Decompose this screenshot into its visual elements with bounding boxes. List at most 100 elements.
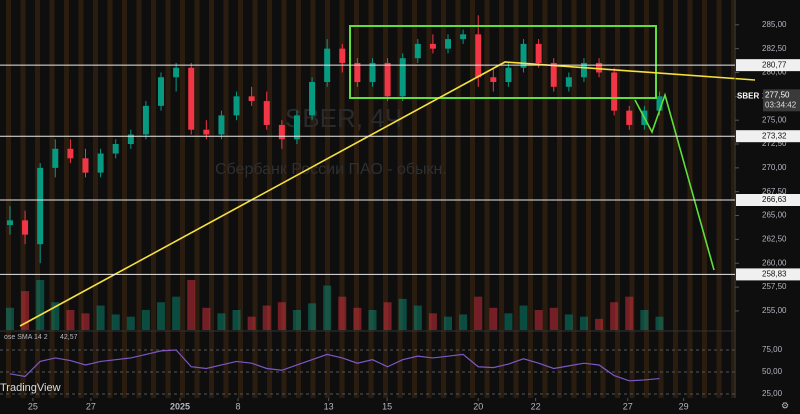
session-stripe [238, 0, 243, 398]
session-stripe [78, 0, 84, 398]
x-tick-label: 22 [531, 401, 541, 411]
session-stripe [658, 0, 664, 398]
volume-bar [353, 307, 362, 330]
session-stripe [412, 0, 417, 398]
volume-bar [247, 316, 256, 330]
session-stripe [339, 0, 345, 398]
candle-body [67, 148, 74, 159]
level-label: 273,32 [762, 131, 787, 140]
last-price-label: 277,50 [765, 90, 790, 99]
candle-body [565, 77, 572, 87]
session-stripe [702, 0, 707, 398]
candle-body [248, 96, 255, 102]
volume-bar [21, 291, 30, 330]
candle-body [354, 62, 361, 83]
candle-body [369, 62, 376, 83]
candle-body [52, 148, 59, 168]
volume-bar [368, 310, 377, 330]
candle-body [429, 43, 436, 49]
session-stripe [310, 0, 316, 398]
volume-bar [579, 316, 588, 330]
candle-body [339, 48, 346, 63]
session-stripe [731, 0, 736, 398]
volume-bar [187, 280, 196, 330]
volume-bar [444, 316, 453, 330]
settings-icon[interactable]: ⚙ [781, 400, 789, 410]
session-stripe [615, 0, 620, 398]
background [6, 0, 736, 398]
volume-bar [5, 307, 14, 330]
session-stripe [513, 0, 519, 398]
session-stripe [325, 0, 330, 398]
session-stripe [194, 0, 200, 398]
price-box [763, 89, 800, 112]
session-stripe [151, 0, 156, 398]
volume-bar [157, 302, 166, 330]
candle-body [535, 43, 542, 63]
session-stripe [281, 0, 287, 398]
level-label: 266,63 [762, 195, 787, 204]
volume-bar [640, 310, 649, 330]
volume-bar [655, 316, 664, 330]
session-stripe [600, 0, 606, 398]
level-box [736, 59, 800, 72]
y-tick-label: 257,50 [762, 282, 787, 291]
volume-bar [474, 296, 483, 330]
session-stripe [470, 0, 475, 398]
y-tick-label: 260,00 [762, 258, 787, 267]
volume-bar [504, 313, 513, 330]
candle-body [142, 105, 149, 135]
candle-body [520, 43, 527, 68]
candle-body [112, 144, 119, 154]
volume-bar [217, 313, 226, 330]
candle-body [278, 124, 285, 140]
volume-bar [398, 298, 407, 330]
y-tick-label: 255,00 [762, 306, 787, 315]
session-stripe [644, 0, 649, 398]
candle-body [158, 77, 165, 106]
plot [5, 15, 664, 330]
volume-bar [338, 296, 347, 330]
y-tick-label: 282,50 [762, 44, 787, 53]
volume-bar [141, 310, 150, 330]
volume-bar [232, 310, 241, 330]
x-tick-label: 13 [324, 401, 334, 411]
candle-body [188, 67, 195, 130]
y-tick-label: 262,50 [762, 235, 787, 244]
candle-body [611, 72, 618, 111]
session-stripe [687, 0, 693, 398]
watermark-description: Сбербанк России ПАО - обыкн. [215, 161, 447, 178]
session-stripe [484, 0, 490, 398]
session-stripe [528, 0, 533, 398]
session-stripe [165, 0, 171, 398]
trend-line [19, 61, 756, 327]
volume-bar [202, 307, 211, 330]
volume-bar [111, 314, 120, 330]
session-stripe [571, 0, 577, 398]
level-box [736, 268, 800, 281]
candle-body [596, 62, 603, 73]
volume-bar [308, 303, 317, 330]
candle-body [263, 101, 270, 125]
candle-body [203, 129, 210, 135]
level-box [736, 130, 800, 143]
candle-body [460, 34, 467, 40]
session-stripe [64, 0, 69, 398]
forecast-path [634, 92, 715, 271]
x-tick-label: 8 [236, 401, 241, 411]
x-tick-label: 20 [473, 401, 483, 411]
rsi-tick-label: 25,00 [762, 389, 783, 398]
candle-body [293, 115, 300, 140]
x-tick-label: 27 [623, 401, 633, 411]
candle-body [414, 43, 421, 59]
rsi-legend: ose SMA 14 2 [4, 334, 48, 341]
session-stripe [499, 0, 504, 398]
candle-body [82, 158, 89, 173]
candle-body [384, 62, 391, 97]
candle-body [550, 62, 557, 87]
rsi-tick-label: 50,00 [762, 367, 783, 376]
candle-body [233, 96, 240, 116]
level-box [736, 194, 800, 207]
drawn-rectangle [349, 25, 657, 99]
rsi-line [9, 349, 660, 382]
